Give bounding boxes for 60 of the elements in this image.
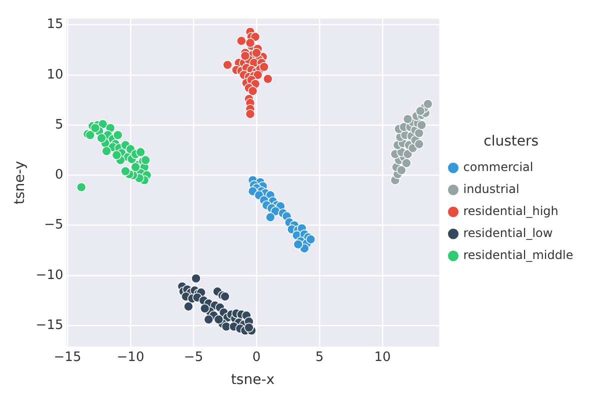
point xyxy=(306,234,316,244)
point xyxy=(96,133,106,143)
point xyxy=(130,162,140,172)
point xyxy=(262,74,273,84)
point xyxy=(250,32,260,42)
x-axis-title: tsne-x xyxy=(230,372,275,388)
point xyxy=(402,114,413,124)
y-tick-label: −15 xyxy=(36,318,64,333)
point xyxy=(220,292,230,302)
point xyxy=(120,166,130,176)
point xyxy=(240,50,250,61)
point xyxy=(85,130,96,140)
point xyxy=(214,314,224,324)
y-axis-title: tsne-y xyxy=(12,161,28,204)
point xyxy=(259,62,269,72)
legend-label: residential_high xyxy=(463,204,558,218)
x-tick-label: 5 xyxy=(315,350,324,365)
point xyxy=(200,304,210,314)
y-tick-label: −10 xyxy=(36,268,64,283)
y-tick-label: −5 xyxy=(44,218,64,233)
point xyxy=(222,60,232,70)
point xyxy=(248,86,258,96)
point xyxy=(204,314,214,324)
legend-label: commercial xyxy=(463,160,534,174)
y-tick-label: 15 xyxy=(46,17,64,32)
point xyxy=(396,165,406,176)
point xyxy=(293,239,304,250)
point xyxy=(102,146,112,156)
point xyxy=(402,158,412,168)
point xyxy=(136,147,146,158)
point xyxy=(90,123,100,133)
point xyxy=(416,120,427,130)
point xyxy=(265,212,276,222)
point xyxy=(423,99,433,109)
point xyxy=(112,150,122,160)
point xyxy=(245,38,256,48)
point xyxy=(244,322,254,332)
y-tick-label: 0 xyxy=(54,168,64,183)
legend-label: residential_middle xyxy=(463,248,574,262)
x-tick-label: 10 xyxy=(374,350,391,365)
point xyxy=(184,302,194,312)
legend-label: industrial xyxy=(463,182,520,196)
point xyxy=(113,130,123,140)
y-tick-label: 5 xyxy=(54,117,64,132)
point xyxy=(414,128,424,138)
x-tick-label: −10 xyxy=(116,350,144,365)
point xyxy=(245,109,256,119)
legend-label: residential_low xyxy=(463,226,553,240)
point xyxy=(415,106,426,116)
point xyxy=(252,70,263,80)
point xyxy=(236,36,246,46)
point xyxy=(252,48,262,58)
point xyxy=(76,182,86,192)
point xyxy=(191,274,201,284)
point xyxy=(414,139,424,150)
x-tick-label: −5 xyxy=(184,350,204,365)
legend-title: clusters xyxy=(484,134,539,150)
point xyxy=(140,155,151,166)
y-tick-label: 10 xyxy=(46,67,64,82)
x-tick-label: 0 xyxy=(252,350,261,365)
